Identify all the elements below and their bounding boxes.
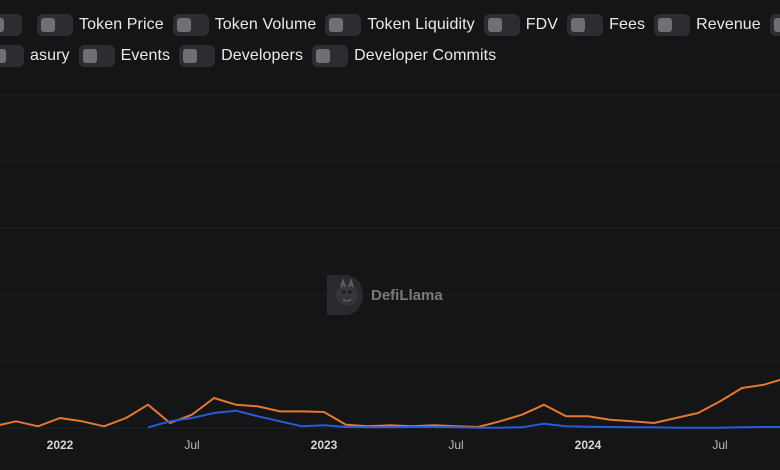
toggle-switch[interactable] bbox=[769, 14, 780, 36]
toggle-switch[interactable] bbox=[312, 45, 349, 67]
toggle-switch[interactable] bbox=[567, 14, 604, 36]
toggle-switch[interactable] bbox=[654, 14, 691, 36]
toggle-token-price[interactable]: Token Price bbox=[37, 14, 164, 36]
toggle-revenue[interactable]: Revenue bbox=[654, 14, 761, 36]
series-line-blue bbox=[147, 409, 780, 429]
watermark-text: DefiLlama bbox=[371, 286, 443, 304]
toggle-label: Developers bbox=[221, 47, 304, 64]
toggle-switch[interactable] bbox=[172, 14, 209, 36]
toggle-token-volume[interactable]: Token Volume bbox=[172, 14, 317, 36]
toggle-knob-icon bbox=[658, 18, 673, 32]
chart-series bbox=[0, 378, 780, 429]
chart-grid bbox=[0, 94, 780, 429]
toggle-label: Events bbox=[120, 47, 171, 64]
defillama-watermark: DefiLlama bbox=[325, 273, 443, 317]
toggle-switch[interactable] bbox=[179, 45, 216, 67]
toggle-knob-icon bbox=[571, 18, 586, 32]
toggle-switch[interactable] bbox=[78, 45, 115, 67]
x-tick-label: Jul bbox=[712, 438, 727, 452]
x-tick-label: 2024 bbox=[575, 438, 602, 452]
toggle-label: FDV bbox=[525, 16, 559, 33]
x-tick-label: Jul bbox=[448, 438, 463, 452]
toggle-knob-icon bbox=[0, 18, 4, 32]
metric-toggle-row-1: Token Price Token Volume Token Liquidity FD… bbox=[0, 13, 780, 37]
x-tick-label: Jul bbox=[184, 438, 199, 452]
x-tick-label: 2022 bbox=[47, 438, 74, 452]
toggle-label: asury bbox=[30, 47, 70, 64]
toggle-knob-icon bbox=[329, 18, 344, 32]
toggle-token-liquidity[interactable]: Token Liquidity bbox=[325, 14, 475, 36]
metric-toggle-row-2: asury Events Developers Developer Commits bbox=[0, 44, 505, 68]
toggle-developers[interactable]: Developers bbox=[179, 45, 303, 67]
toggle-knob-icon bbox=[82, 49, 97, 63]
toggle-label: Fees bbox=[609, 16, 646, 33]
toggle-label: Revenue bbox=[696, 16, 761, 33]
toggle-knob-icon bbox=[773, 18, 780, 32]
toggle-hidden-first[interactable] bbox=[0, 14, 28, 36]
x-tick-label: 2023 bbox=[311, 438, 338, 452]
toggle-knob-icon bbox=[176, 18, 191, 32]
x-axis: 2022 Jul 2023 Jul 2024 Jul bbox=[47, 438, 728, 452]
toggle-fdv[interactable]: FDV bbox=[483, 14, 559, 36]
toggle-label: Token Volume bbox=[214, 16, 317, 33]
toggle-switch[interactable] bbox=[0, 45, 24, 67]
toggle-unlocks[interactable]: Unl bbox=[769, 14, 780, 36]
toggle-label: Token Liquidity bbox=[367, 16, 475, 33]
toggle-knob-icon bbox=[0, 49, 6, 63]
toggle-knob-icon bbox=[41, 18, 55, 32]
toggle-events[interactable]: Events bbox=[78, 45, 171, 67]
toggle-switch[interactable] bbox=[325, 14, 362, 36]
toggle-knob-icon bbox=[316, 49, 331, 63]
toggle-knob-icon bbox=[183, 49, 198, 63]
toggle-switch[interactable] bbox=[483, 14, 520, 36]
toggle-label: Token Price bbox=[79, 16, 164, 33]
toggle-fees[interactable]: Fees bbox=[567, 14, 645, 36]
toggle-developer-commits[interactable]: Developer Commits bbox=[312, 45, 496, 67]
toggle-knob-icon bbox=[487, 18, 502, 32]
llama-logo-icon bbox=[327, 275, 363, 315]
toggle-label: Developer Commits bbox=[354, 47, 497, 64]
toggle-switch[interactable] bbox=[37, 14, 73, 36]
toggle-switch[interactable] bbox=[0, 14, 22, 36]
toggle-treasury[interactable]: asury bbox=[0, 45, 70, 67]
series-line-orange bbox=[0, 378, 780, 428]
